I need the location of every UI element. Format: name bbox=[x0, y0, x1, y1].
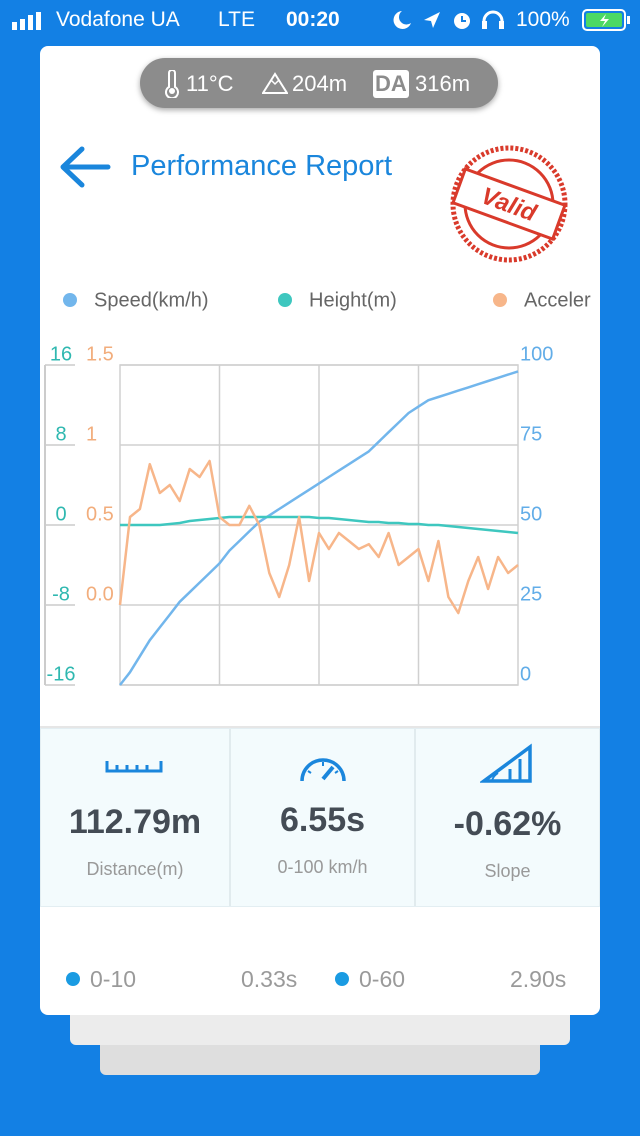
divider bbox=[229, 729, 231, 906]
series-line bbox=[119, 370, 519, 686]
y2-tick-label: 0 bbox=[520, 663, 531, 685]
y-tick-label: -8 bbox=[52, 583, 70, 605]
y2-tick-label: 100 bbox=[520, 343, 553, 365]
stat-value: 112.79m bbox=[68, 803, 202, 841]
legend-marker bbox=[63, 293, 77, 307]
y-tick-label: 8 bbox=[55, 423, 66, 445]
y-tick-label: 0 bbox=[55, 503, 66, 525]
altitude: 204m bbox=[292, 71, 348, 96]
stats-panel: 112.79m Distance(m) 6.55s 0-100 km/h -0.… bbox=[40, 728, 600, 907]
y3-tick-label: 0.5 bbox=[86, 503, 114, 525]
legend-label: Height(m) bbox=[309, 289, 397, 311]
stat-value: 6.55s bbox=[279, 801, 366, 839]
stat-label: Distance(m) bbox=[86, 859, 184, 879]
valid-stamp: Valid bbox=[450, 145, 568, 263]
legend-marker bbox=[493, 293, 507, 307]
y3-tick-label: 1 bbox=[86, 423, 97, 445]
divider bbox=[40, 726, 600, 728]
ruler-icon bbox=[105, 761, 163, 773]
page-title: Performance Report bbox=[131, 150, 393, 182]
density-altitude: 316m bbox=[415, 71, 471, 96]
thermometer-icon bbox=[165, 70, 179, 98]
split-time: 2.90s bbox=[510, 966, 567, 992]
split-dot bbox=[335, 972, 349, 986]
battery-icon bbox=[582, 9, 630, 31]
mountain-icon bbox=[262, 72, 288, 94]
y-tick-label: 16 bbox=[50, 343, 72, 365]
legend-label: Acceler bbox=[524, 289, 591, 311]
stat-distance: 112.79m Distance(m) bbox=[41, 729, 229, 906]
stat-label: Slope bbox=[484, 861, 531, 881]
y2-tick-label: 50 bbox=[520, 503, 542, 525]
series-line bbox=[118, 459, 519, 615]
stat-acceleration-time: 6.55s 0-100 km/h bbox=[231, 729, 414, 906]
y3-tick-label: 0.0 bbox=[86, 583, 114, 605]
series-line bbox=[120, 515, 519, 535]
conditions-bar: 11°C 204m DA 316m bbox=[140, 58, 498, 108]
divider bbox=[414, 729, 416, 906]
chart: Speed(km/h) Height(m) Acceler 0 25 50 75 100 -16… bbox=[44, 289, 591, 686]
split-dot bbox=[66, 972, 80, 986]
back-button[interactable] bbox=[58, 145, 112, 189]
stat-value: -0.62% bbox=[453, 805, 562, 843]
stat-slope: -0.62% Slope bbox=[416, 729, 599, 906]
split-label: 0-60 bbox=[359, 966, 406, 992]
stat-label: 0-100 km/h bbox=[277, 857, 368, 877]
y2-tick-label: 25 bbox=[520, 583, 542, 605]
da-badge: DA bbox=[373, 70, 409, 98]
carrier: Vodafone UA bbox=[56, 8, 180, 31]
y3-tick-label: 1.5 bbox=[86, 343, 114, 365]
y2-tick-label: 75 bbox=[520, 423, 542, 445]
battery-level: 100% bbox=[516, 8, 570, 31]
time: 00:20 bbox=[286, 8, 340, 31]
gauge-icon bbox=[300, 758, 346, 782]
temperature: 11°C bbox=[186, 71, 234, 96]
y-tick-label: -16 bbox=[47, 663, 76, 685]
network: LTE bbox=[218, 8, 255, 31]
split-time: 0.33s bbox=[241, 966, 298, 992]
status-icons bbox=[393, 10, 504, 29]
stack-shadow bbox=[70, 1010, 570, 1045]
slope-icon bbox=[480, 743, 532, 783]
signal-icon bbox=[12, 12, 41, 30]
legend-marker bbox=[278, 293, 292, 307]
split-label: 0-10 bbox=[90, 966, 137, 992]
legend-label: Speed(km/h) bbox=[94, 289, 209, 311]
